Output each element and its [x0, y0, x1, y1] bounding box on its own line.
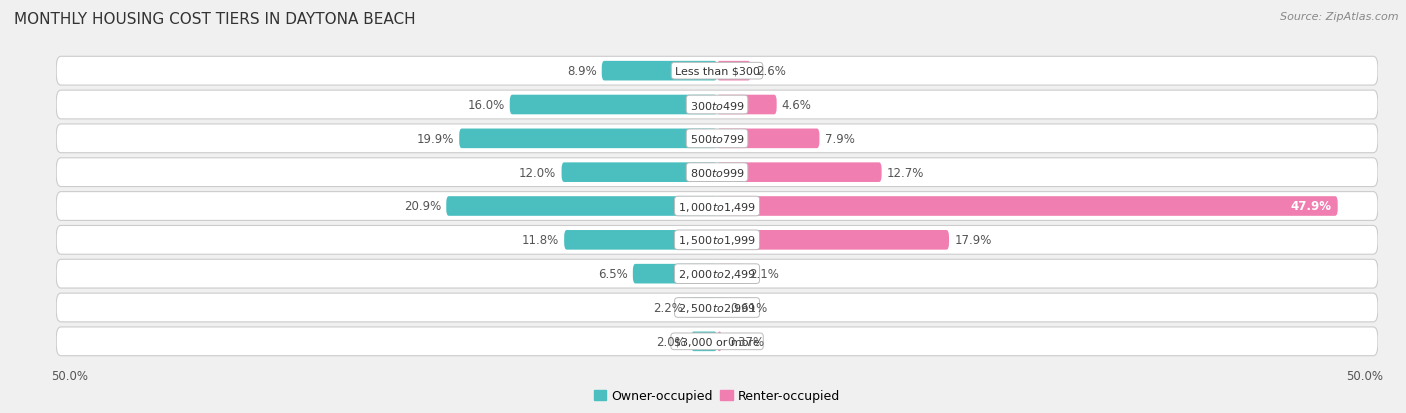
Text: $300 to $499: $300 to $499	[689, 99, 745, 111]
Text: 2.0%: 2.0%	[657, 335, 686, 348]
Text: 2.1%: 2.1%	[749, 268, 779, 280]
Text: $2,500 to $2,999: $2,500 to $2,999	[678, 301, 756, 314]
Text: MONTHLY HOUSING COST TIERS IN DAYTONA BEACH: MONTHLY HOUSING COST TIERS IN DAYTONA BE…	[14, 12, 416, 27]
FancyBboxPatch shape	[564, 230, 717, 250]
Legend: Owner-occupied, Renter-occupied: Owner-occupied, Renter-occupied	[589, 385, 845, 408]
FancyBboxPatch shape	[717, 332, 721, 351]
Text: $2,000 to $2,499: $2,000 to $2,499	[678, 268, 756, 280]
Text: 2.6%: 2.6%	[756, 65, 786, 78]
FancyBboxPatch shape	[717, 298, 725, 318]
FancyBboxPatch shape	[446, 197, 717, 216]
FancyBboxPatch shape	[561, 163, 717, 183]
Text: Less than $300: Less than $300	[675, 66, 759, 76]
Text: 19.9%: 19.9%	[416, 133, 454, 145]
FancyBboxPatch shape	[717, 95, 776, 115]
Text: Source: ZipAtlas.com: Source: ZipAtlas.com	[1281, 12, 1399, 22]
Text: $1,500 to $1,999: $1,500 to $1,999	[678, 234, 756, 247]
Text: 4.6%: 4.6%	[782, 99, 811, 112]
Text: $800 to $999: $800 to $999	[689, 167, 745, 179]
FancyBboxPatch shape	[717, 197, 1337, 216]
FancyBboxPatch shape	[692, 332, 717, 351]
Text: 7.9%: 7.9%	[824, 133, 855, 145]
FancyBboxPatch shape	[56, 159, 1378, 187]
FancyBboxPatch shape	[460, 129, 717, 149]
Text: 8.9%: 8.9%	[567, 65, 596, 78]
FancyBboxPatch shape	[56, 260, 1378, 288]
FancyBboxPatch shape	[56, 125, 1378, 153]
Text: 11.8%: 11.8%	[522, 234, 560, 247]
Text: 20.9%: 20.9%	[404, 200, 441, 213]
FancyBboxPatch shape	[56, 293, 1378, 322]
FancyBboxPatch shape	[717, 129, 820, 149]
Text: 6.5%: 6.5%	[598, 268, 627, 280]
Text: $1,000 to $1,499: $1,000 to $1,499	[678, 200, 756, 213]
Text: $500 to $799: $500 to $799	[689, 133, 745, 145]
FancyBboxPatch shape	[510, 95, 717, 115]
FancyBboxPatch shape	[56, 192, 1378, 221]
FancyBboxPatch shape	[717, 62, 751, 81]
FancyBboxPatch shape	[717, 230, 949, 250]
FancyBboxPatch shape	[689, 298, 717, 318]
Text: 0.37%: 0.37%	[727, 335, 765, 348]
Text: $3,000 or more: $3,000 or more	[675, 337, 759, 347]
Text: 12.0%: 12.0%	[519, 166, 557, 179]
FancyBboxPatch shape	[602, 62, 717, 81]
Text: 47.9%: 47.9%	[1291, 200, 1331, 213]
FancyBboxPatch shape	[56, 327, 1378, 356]
Text: 0.61%: 0.61%	[730, 301, 768, 314]
FancyBboxPatch shape	[56, 91, 1378, 120]
FancyBboxPatch shape	[56, 226, 1378, 254]
Text: 2.2%: 2.2%	[654, 301, 683, 314]
Text: 17.9%: 17.9%	[955, 234, 991, 247]
FancyBboxPatch shape	[717, 264, 744, 284]
FancyBboxPatch shape	[717, 163, 882, 183]
Text: 16.0%: 16.0%	[467, 99, 505, 112]
FancyBboxPatch shape	[633, 264, 717, 284]
Text: 12.7%: 12.7%	[887, 166, 924, 179]
FancyBboxPatch shape	[56, 57, 1378, 86]
